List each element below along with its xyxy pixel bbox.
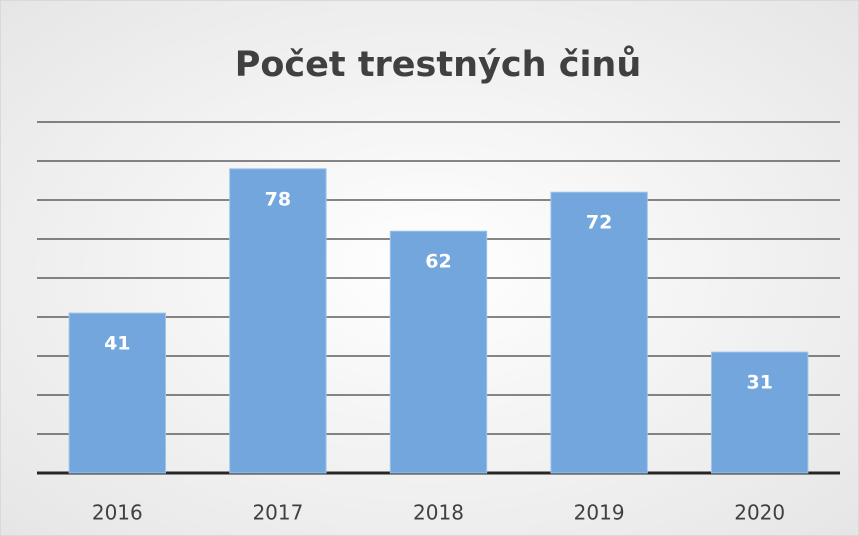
bar [389, 230, 488, 474]
data-label: 41 [104, 333, 130, 355]
x-tick-label: 2020 [734, 501, 785, 525]
chart-title: Počet trestných činů [235, 44, 642, 85]
data-label: 62 [425, 251, 451, 273]
x-tick-label: 2018 [413, 501, 464, 525]
data-label: 78 [265, 188, 291, 210]
bar [711, 351, 809, 474]
bar [550, 191, 648, 474]
data-label: 72 [586, 212, 612, 234]
data-label: 31 [746, 372, 772, 394]
bar [229, 168, 327, 474]
x-tick-label: 2016 [92, 501, 143, 525]
x-tick-label: 2019 [574, 501, 625, 525]
bar [68, 312, 166, 474]
x-tick-label: 2017 [252, 501, 303, 525]
